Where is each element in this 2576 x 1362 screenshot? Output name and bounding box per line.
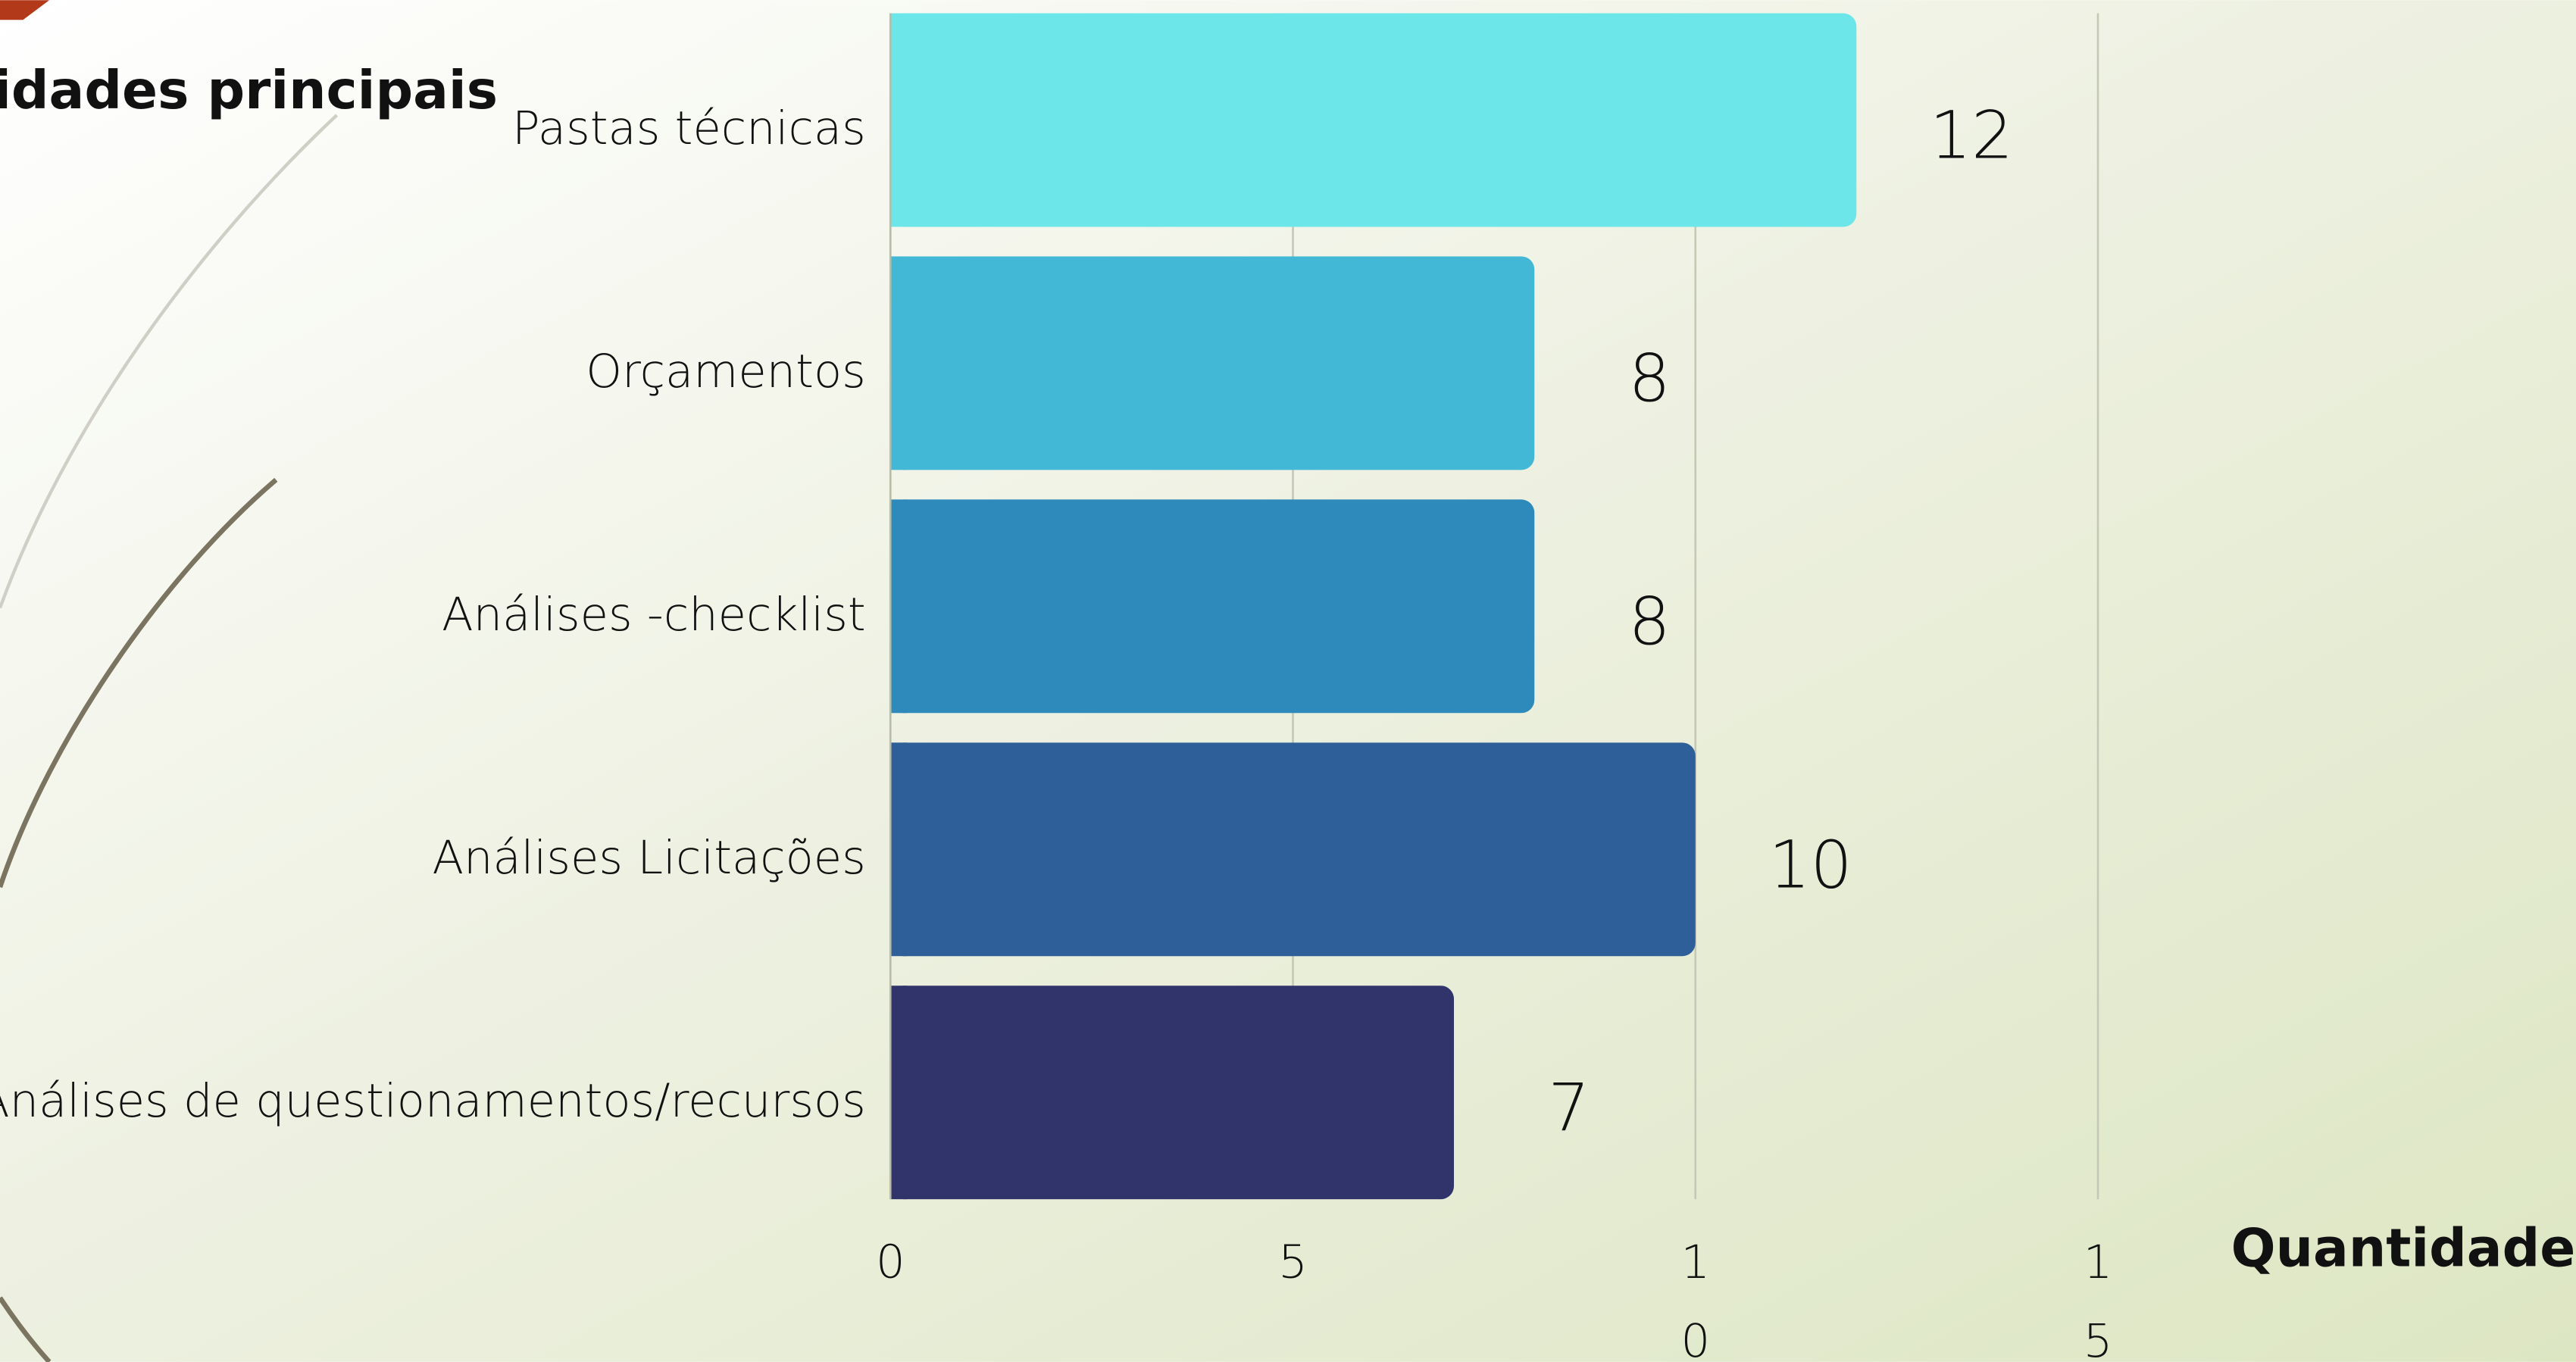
arc-decoration [0,477,278,889]
y-tick-label: Análises -checklist [442,589,866,642]
bar [890,499,1535,714]
bar [890,986,1455,1200]
chart-title: vidades principais [0,61,498,121]
value-label: 7 [1548,1070,1590,1146]
y-tick-label: Análises de questionamentos/recursos [0,1075,866,1128]
x-tick-label: 5 [1278,1235,1308,1289]
bar-edge [890,256,907,470]
arc-decoration [0,1296,52,1362]
bar-edge [890,986,907,1200]
bar [890,742,1696,957]
x-tick-label: 0 [876,1235,905,1289]
value-label: 10 [1768,826,1852,903]
corner-decoration [0,0,50,20]
bar-edge [890,742,907,957]
axis-label: Quantidade [2231,1219,2576,1279]
value-label: 8 [1628,340,1670,417]
arc-decoration [0,114,339,609]
y-tick-label: Orçamentos [586,345,866,398]
y-tick-label: Análises Licitações [432,832,865,885]
bar-edge [890,499,907,714]
value-label: 8 [1628,583,1670,660]
bar [890,13,1857,227]
bar [890,256,1535,470]
y-tick-label: Pastas técnicas [512,102,866,155]
bar-edge [890,13,907,227]
value-label: 12 [1930,98,2013,174]
